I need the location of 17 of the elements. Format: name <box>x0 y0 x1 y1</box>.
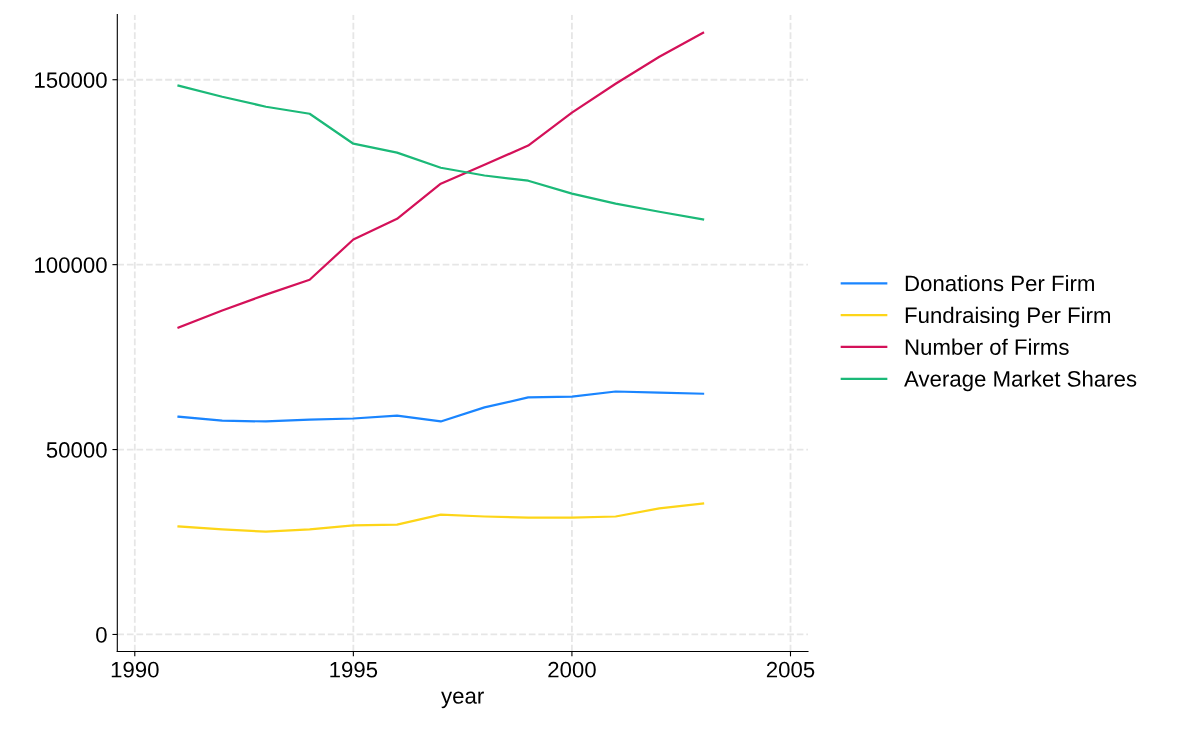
y-tick-label: 50000 <box>46 442 107 458</box>
legend-label: Donations Per Firm <box>905 274 1094 292</box>
x-tick-label: 2005 <box>766 661 815 678</box>
x-tick-label: 1990 <box>111 661 159 678</box>
line-series <box>177 31 705 329</box>
x-tick-label: 2000 <box>548 661 596 678</box>
y-tick-label: 150000 <box>35 72 107 88</box>
line-series <box>177 390 705 423</box>
legend-label: Number of Firms <box>905 338 1069 355</box>
y-tick-label: 0 <box>96 627 107 643</box>
x-tick-label: 1995 <box>330 661 378 678</box>
x-axis-title: year <box>441 691 484 709</box>
line-series <box>177 84 705 221</box>
y-tick-label: 100000 <box>35 257 107 273</box>
legend-label: Average Market Shares <box>904 370 1137 392</box>
legend-label: Fundraising Per Firm <box>905 306 1111 328</box>
line-series <box>177 502 705 533</box>
